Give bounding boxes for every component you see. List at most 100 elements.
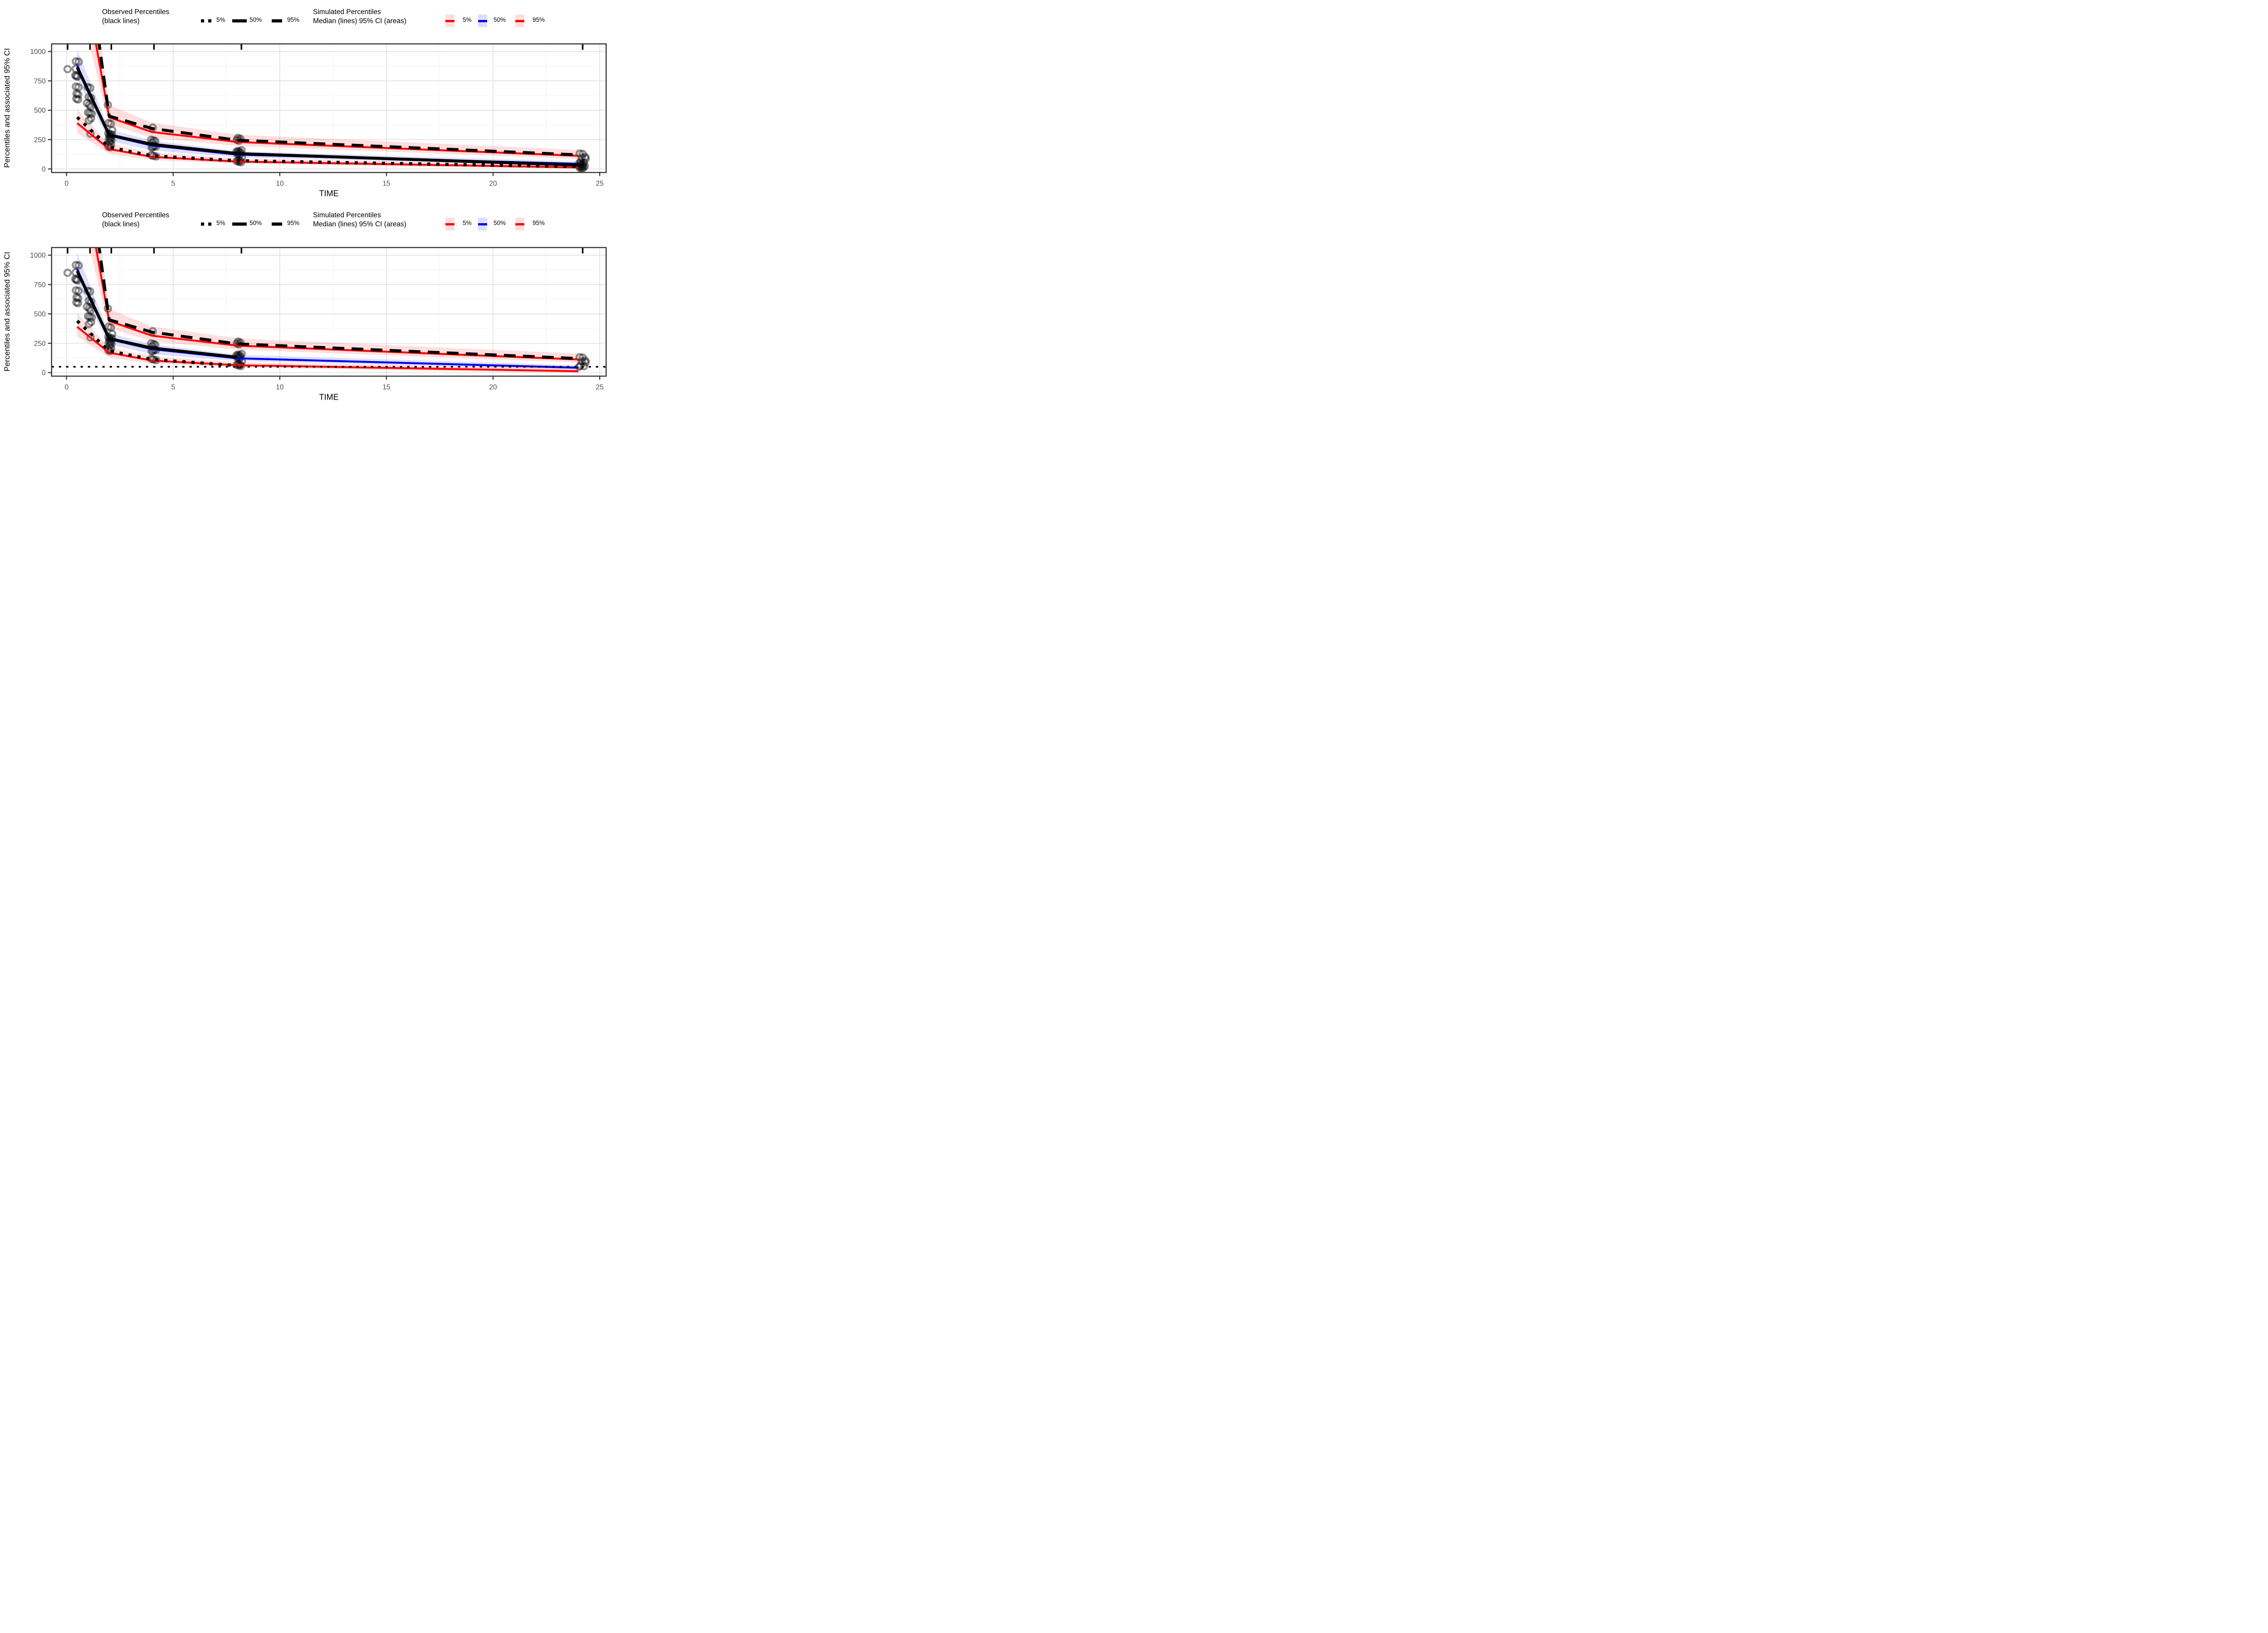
observation-point [105,342,114,350]
observation-point [71,274,80,284]
x-tick-label: 15 [382,383,390,391]
x-tick-label: 10 [276,180,284,187]
legend-panel-1: Observed Percentiles (black lines) 5% 50… [0,6,612,35]
observation-point [580,362,588,371]
observation-point [578,164,587,173]
x-tick-label: 0 [64,180,68,187]
observation-point [575,149,584,158]
observed-5pct-dotted-key-icon [201,19,211,23]
observation-point [74,261,83,270]
plot-area [63,44,590,173]
observation-point [236,352,245,361]
y-tick-label: 500 [34,107,46,115]
observation-point [578,353,587,362]
y-tick-label: 750 [34,78,46,85]
x-tick-label: 5 [171,383,175,391]
observed-95pct-label: 95% [287,16,300,23]
observed-50pct-label: 50% [249,16,262,23]
observation-point [74,286,83,295]
x-tick-label: 15 [382,180,390,187]
observation-point [73,298,83,308]
observation-point [104,322,113,331]
observed-95pct-dashed-key-icon [272,19,282,23]
observation-point [84,116,93,125]
observation-point [106,333,115,342]
x-tick-label: 25 [596,383,604,391]
x-tick-label: 25 [596,180,604,187]
bin-rug-mark [240,248,242,254]
bin-rug-mark [110,248,112,254]
bin-rug-mark [89,248,91,254]
x-tick-label: 20 [489,383,497,391]
observation-point [71,71,80,80]
observation-point [581,154,590,163]
observation-point [72,286,80,294]
observed-5pct-label: 5% [216,220,225,226]
observation-point [72,293,81,302]
observation-point [73,95,83,104]
observation-point [237,349,246,358]
simulated-median-95th [95,44,579,157]
simulated-median-5th [76,122,579,169]
x-tick-label: 10 [276,383,284,391]
observation-point [581,161,589,171]
simulated-5pct-area-key-icon [445,15,455,27]
bin-rug-mark [89,44,91,50]
observation-point [104,119,113,127]
observation-point [72,57,80,66]
observation-point [87,313,96,322]
observed-50pct-solid-key-icon [232,222,247,226]
observation-point [86,306,95,314]
legend-panel-2: Observed Percentiles (black lines) 5% 50… [0,210,612,239]
observed-legend-title: Observed Percentiles (black lines) [102,211,170,229]
bin-rug-mark [110,44,112,50]
observation-point [72,94,81,103]
observation-point [87,318,95,326]
observation-point [578,160,587,169]
observed-95th [98,44,579,156]
observed-5pct-label: 5% [216,16,225,23]
observation-point [74,57,83,66]
simulated-50pct-label: 50% [494,220,506,226]
simulated-95pct-area-key-icon [515,218,524,230]
observed-95pct-label: 95% [287,220,300,226]
observation-point [74,294,83,303]
observed-50th-censored [76,270,238,359]
y-tick-label: 0 [42,166,46,173]
observation-point [581,356,590,365]
observation-point [83,108,93,117]
observation-point [85,109,94,117]
simulated-50pct-label: 50% [494,16,506,23]
observation-point [72,82,80,91]
simulated-legend-title: Simulated Percentiles Median (lines) 95%… [313,211,406,229]
bin-rug-mark [582,248,584,254]
observed-50th [76,67,579,167]
bin-rug-mark [153,248,155,254]
simulated-5pct-area-key-icon [445,218,455,230]
x-axis-title: TIME [319,189,339,197]
observation-point [72,89,81,98]
observation-point [577,161,587,170]
observation-point [87,109,96,118]
observed-5pct-dotted-key-icon [201,222,211,226]
bin-rug-mark [153,44,155,50]
simulated-95pct-label: 95% [533,220,545,226]
observation-point [108,126,117,135]
y-tick-label: 0 [42,369,46,377]
observation-point [234,156,243,165]
observation-point [579,163,588,172]
observation-point [575,353,584,362]
observation-point [107,119,115,128]
observation-point [74,90,83,99]
observation-point [83,302,92,311]
observation-point [72,275,81,284]
observation-point [580,158,588,167]
simulated-median-95th [95,247,579,361]
observation-point [85,304,93,313]
observation-point [108,329,117,338]
observed-50pct-label: 50% [249,220,262,226]
observation-point [74,83,83,92]
x-axis-title: TIME [319,392,339,401]
